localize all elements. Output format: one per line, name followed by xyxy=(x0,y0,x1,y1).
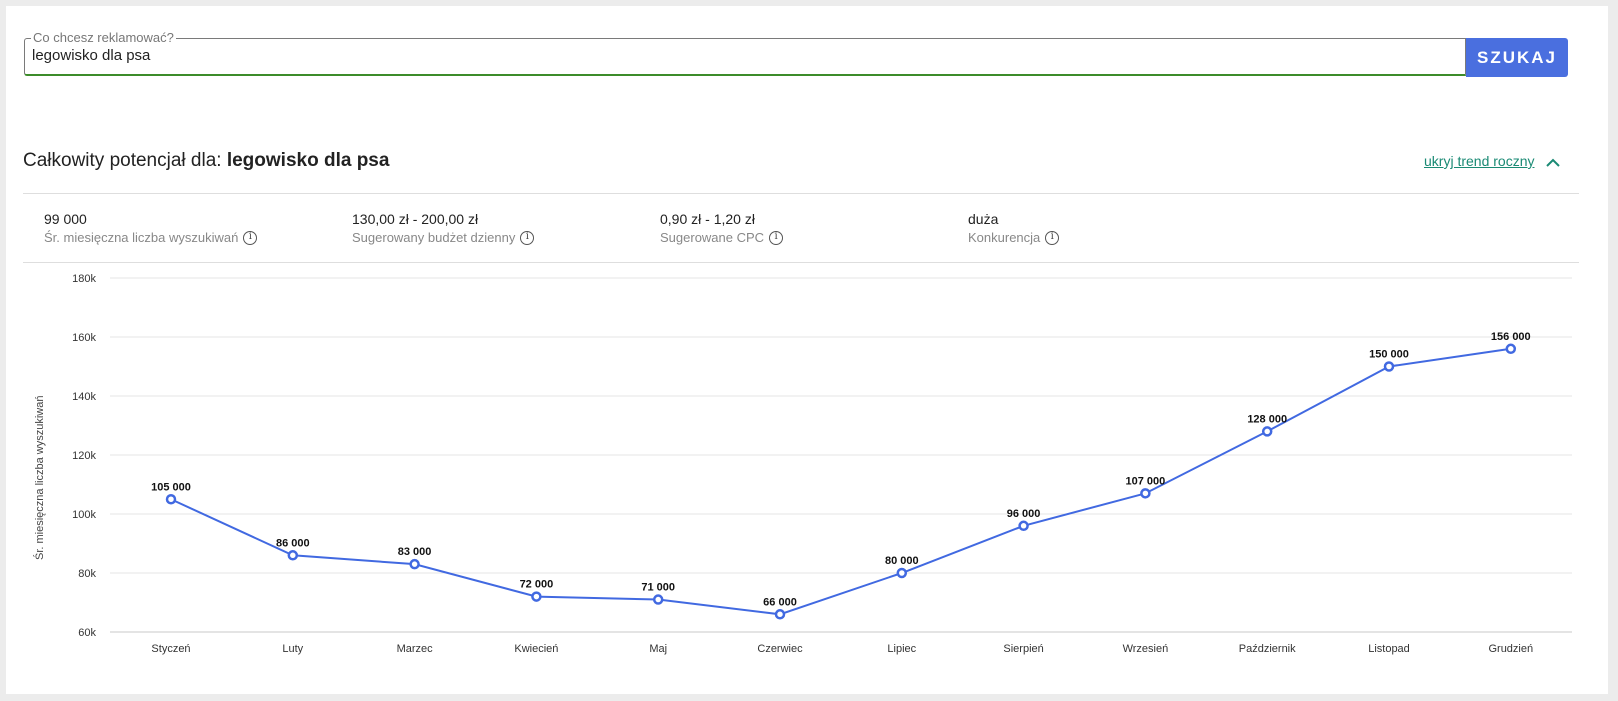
data-point xyxy=(896,567,908,579)
data-label: 80 000 xyxy=(885,555,919,567)
stat-label: Śr. miesięczna liczba wyszukiwań xyxy=(44,230,239,245)
search-input[interactable] xyxy=(32,47,1432,64)
search-legend: Co chcesz reklamować? xyxy=(31,30,176,45)
stat-label: Sugerowany budżet dzienny xyxy=(352,230,516,245)
data-point xyxy=(1018,520,1029,532)
x-tick-label: Lipiec xyxy=(887,643,916,655)
x-tick-label: Luty xyxy=(282,643,303,655)
stat-value: 130,00 zł - 200,00 zł xyxy=(352,211,479,227)
x-tick-label: Czerwiec xyxy=(757,643,803,655)
title-keyword: legowisko dla psa xyxy=(226,150,390,171)
y-tick-label: 60k xyxy=(78,627,96,639)
stat-competition: duża Konkurencja xyxy=(968,211,1060,245)
y-tick-label: 80k xyxy=(78,568,96,580)
x-tick-label: Marzec xyxy=(397,643,434,655)
data-point xyxy=(409,558,420,570)
divider-stats xyxy=(23,262,1579,263)
data-label: 156 000 xyxy=(1491,331,1531,343)
stat-value: duża xyxy=(968,211,999,227)
stat-label: Konkurencja xyxy=(968,230,1041,245)
x-tick-label: Grudzień xyxy=(1488,643,1533,655)
data-label: 128 000 xyxy=(1247,413,1287,425)
stat-value: 0,90 zł - 1,20 zł xyxy=(660,211,755,227)
stat-budget: 130,00 zł - 200,00 zł Sugerowany budżet … xyxy=(352,211,535,245)
data-point xyxy=(1383,361,1395,372)
data-label: 72 000 xyxy=(520,579,554,591)
data-label: 105 000 xyxy=(151,481,191,493)
stat-searches: 99 000 Śr. miesięczna liczba wyszukiwań xyxy=(44,211,258,245)
info-icon[interactable] xyxy=(243,230,258,245)
data-label: 71 000 xyxy=(641,582,675,594)
chevron-up-icon[interactable] xyxy=(1545,156,1561,168)
data-label: 150 000 xyxy=(1369,349,1409,361)
line-chart: 60k 80k 100k 120k 140k 160k 180k Styczeń Luty Mar… xyxy=(72,273,1572,655)
data-label: 96 000 xyxy=(1007,508,1041,520)
series-line xyxy=(170,347,1511,616)
title-prefix: Całkowity potencjał dla: xyxy=(23,150,227,171)
x-tick-label: Kwiecień xyxy=(514,643,558,655)
data-point xyxy=(652,594,664,605)
y-tick-label: 100k xyxy=(72,509,96,521)
page-title: Całkowity potencjał dla: legowisko dla p… xyxy=(23,150,389,172)
divider-top xyxy=(23,193,1579,194)
data-point xyxy=(165,494,177,505)
data-point xyxy=(1261,426,1273,437)
info-icon[interactable] xyxy=(1045,230,1060,245)
data-point xyxy=(287,550,299,561)
x-tick-label: Maj xyxy=(649,643,667,655)
main-card xyxy=(6,6,1608,694)
x-tick-label: Sierpień xyxy=(1003,643,1043,655)
data-label: 83 000 xyxy=(398,546,432,558)
search-button[interactable]: SZUKAJ xyxy=(1466,38,1568,77)
info-icon[interactable] xyxy=(520,230,535,245)
stat-label: Sugerowane CPC xyxy=(660,230,765,245)
y-tick-label: 180k xyxy=(72,273,96,285)
x-tick-label: Listopad xyxy=(1368,643,1410,655)
y-tick-label: 160k xyxy=(72,332,96,344)
search-field[interactable]: Co chcesz reklamować? xyxy=(24,30,1466,76)
y-tick-label: 120k xyxy=(72,450,96,462)
y-axis-title: Śr. miesięczna liczba wyszukiwań xyxy=(34,395,46,560)
x-tick-label: Wrzesień xyxy=(1123,643,1169,655)
data-label: 66 000 xyxy=(763,596,797,608)
data-point xyxy=(531,591,542,602)
data-label: 86 000 xyxy=(276,537,310,549)
x-tick-label: Styczeń xyxy=(151,643,190,655)
data-point xyxy=(1140,488,1151,499)
data-point xyxy=(1505,343,1517,355)
hide-trend-link[interactable]: ukryj trend roczny xyxy=(1424,153,1535,169)
data-label: 107 000 xyxy=(1126,475,1166,487)
x-tick-label: Październik xyxy=(1239,643,1296,655)
search-bar: Co chcesz reklamować? SZUKAJ xyxy=(24,30,1580,78)
y-tick-label: 140k xyxy=(72,391,96,403)
stat-value: 99 000 xyxy=(44,211,87,227)
stat-cpc: 0,90 zł - 1,20 zł Sugerowane CPC xyxy=(660,211,784,245)
data-point xyxy=(774,609,786,620)
info-icon[interactable] xyxy=(769,230,784,245)
